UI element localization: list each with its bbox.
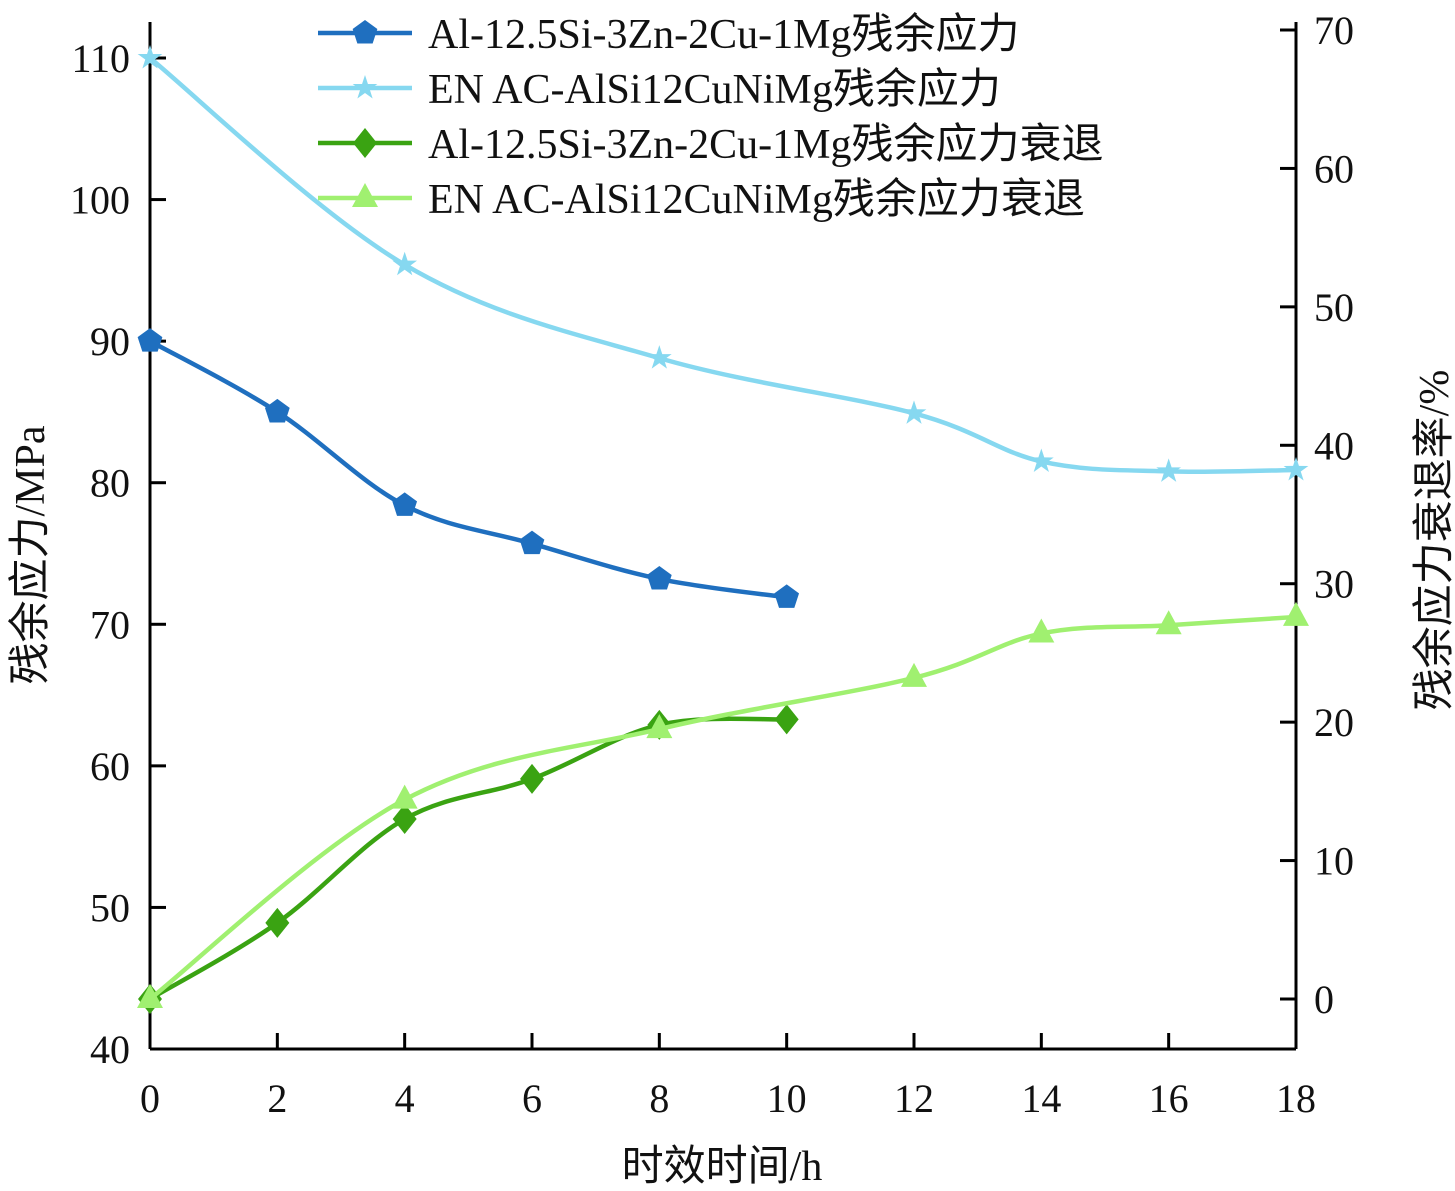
x-tick-label: 0 (140, 1076, 160, 1121)
legend-label: EN AC-AlSi12CuNiMg残余应力衰退 (428, 176, 1085, 223)
series-3 (138, 704, 799, 1014)
series-1 (137, 328, 800, 608)
series-line (148, 56, 1297, 475)
x-tick-label: 4 (395, 1076, 415, 1121)
y2-tick-label: 0 (1314, 977, 1334, 1022)
x-tick-label: 12 (894, 1076, 934, 1121)
star-marker (1028, 448, 1054, 472)
triangle-marker (137, 984, 163, 1008)
x-axis-label: 时效时间/h (622, 1144, 823, 1190)
star-marker (352, 75, 378, 99)
y2-tick-label: 10 (1314, 839, 1354, 884)
x-tick-label: 8 (649, 1076, 669, 1121)
y-tick-label: 110 (71, 36, 130, 81)
pentagon-marker (137, 328, 163, 352)
y-tick-label: 70 (90, 602, 130, 647)
y2-tick-label: 40 (1314, 423, 1354, 468)
pentagon-marker (392, 492, 418, 516)
legend-entry: EN AC-AlSi12CuNiMg残余应力衰退 (318, 176, 1085, 223)
y2-axis-label: 残余应力衰退率/% (1411, 370, 1455, 711)
triangle-marker (1155, 610, 1182, 635)
y-tick-label: 60 (90, 744, 130, 789)
star-marker (646, 345, 672, 369)
diamond-marker (520, 763, 544, 794)
axes: 0 2 4 6 8 10 12 14 16 18 40 50 60 70 80 90 100 110 0 10 20 30… (70, 8, 1354, 1121)
legend: Al-12.5Si-3Zn-2Cu-1Mg残余应力 EN AC-AlSi12CuN… (318, 11, 1104, 223)
x-tick-label: 16 (1149, 1076, 1189, 1121)
triangle-marker (391, 784, 418, 809)
series-line (148, 339, 787, 600)
y-tick-label: 50 (90, 885, 130, 930)
series-line (148, 614, 1297, 1001)
star-marker (1283, 456, 1309, 481)
y2-tick-label: 70 (1314, 8, 1354, 53)
x-tick-label: 10 (767, 1076, 807, 1121)
y-axis-label: 残余应力/MPa (7, 425, 54, 684)
series-line (148, 716, 787, 1001)
pentagon-marker (519, 530, 545, 555)
star-marker (137, 45, 163, 69)
diamond-marker (392, 804, 417, 835)
pentagon-marker (264, 398, 290, 423)
star-marker (901, 400, 927, 424)
diamond-marker (353, 128, 377, 158)
star-marker (392, 251, 418, 276)
legend-entry: Al-12.5Si-3Zn-2Cu-1Mg残余应力衰退 (318, 121, 1104, 168)
pentagon-marker (352, 20, 378, 44)
diamond-marker (265, 907, 290, 938)
legend-entry: Al-12.5Si-3Zn-2Cu-1Mg残余应力 (318, 11, 1020, 58)
y-tick-label: 100 (70, 178, 130, 223)
y-tick-label: 90 (90, 319, 130, 364)
y2-tick-label: 30 (1314, 562, 1354, 607)
triangle-marker (1028, 618, 1055, 643)
triangle-marker (352, 183, 378, 207)
y-tick-label: 40 (90, 1027, 130, 1072)
series-4 (137, 601, 1309, 1008)
x-tick-label: 2 (267, 1076, 287, 1121)
pentagon-marker (774, 584, 800, 608)
triangle-marker (646, 714, 673, 739)
triangle-marker (901, 662, 927, 687)
series-layer (137, 45, 1309, 1014)
triangle-marker (1283, 601, 1309, 626)
diamond-marker (774, 704, 799, 735)
pentagon-marker (646, 565, 672, 590)
y2-tick-label: 20 (1314, 700, 1354, 745)
legend-label: Al-12.5Si-3Zn-2Cu-1Mg残余应力衰退 (428, 121, 1104, 168)
x-tick-label: 18 (1276, 1076, 1316, 1121)
legend-label: Al-12.5Si-3Zn-2Cu-1Mg残余应力 (428, 11, 1020, 58)
legend-label: EN AC-AlSi12CuNiMg残余应力 (428, 66, 1001, 113)
y2-tick-label: 50 (1314, 285, 1354, 330)
star-marker (1156, 458, 1182, 482)
y2-tick-label: 60 (1314, 146, 1354, 191)
y-tick-label: 80 (90, 461, 130, 506)
legend-entry: EN AC-AlSi12CuNiMg残余应力 (318, 66, 1001, 113)
x-tick-label: 6 (522, 1076, 542, 1121)
x-tick-label: 14 (1021, 1076, 1061, 1121)
series-2 (137, 45, 1309, 482)
